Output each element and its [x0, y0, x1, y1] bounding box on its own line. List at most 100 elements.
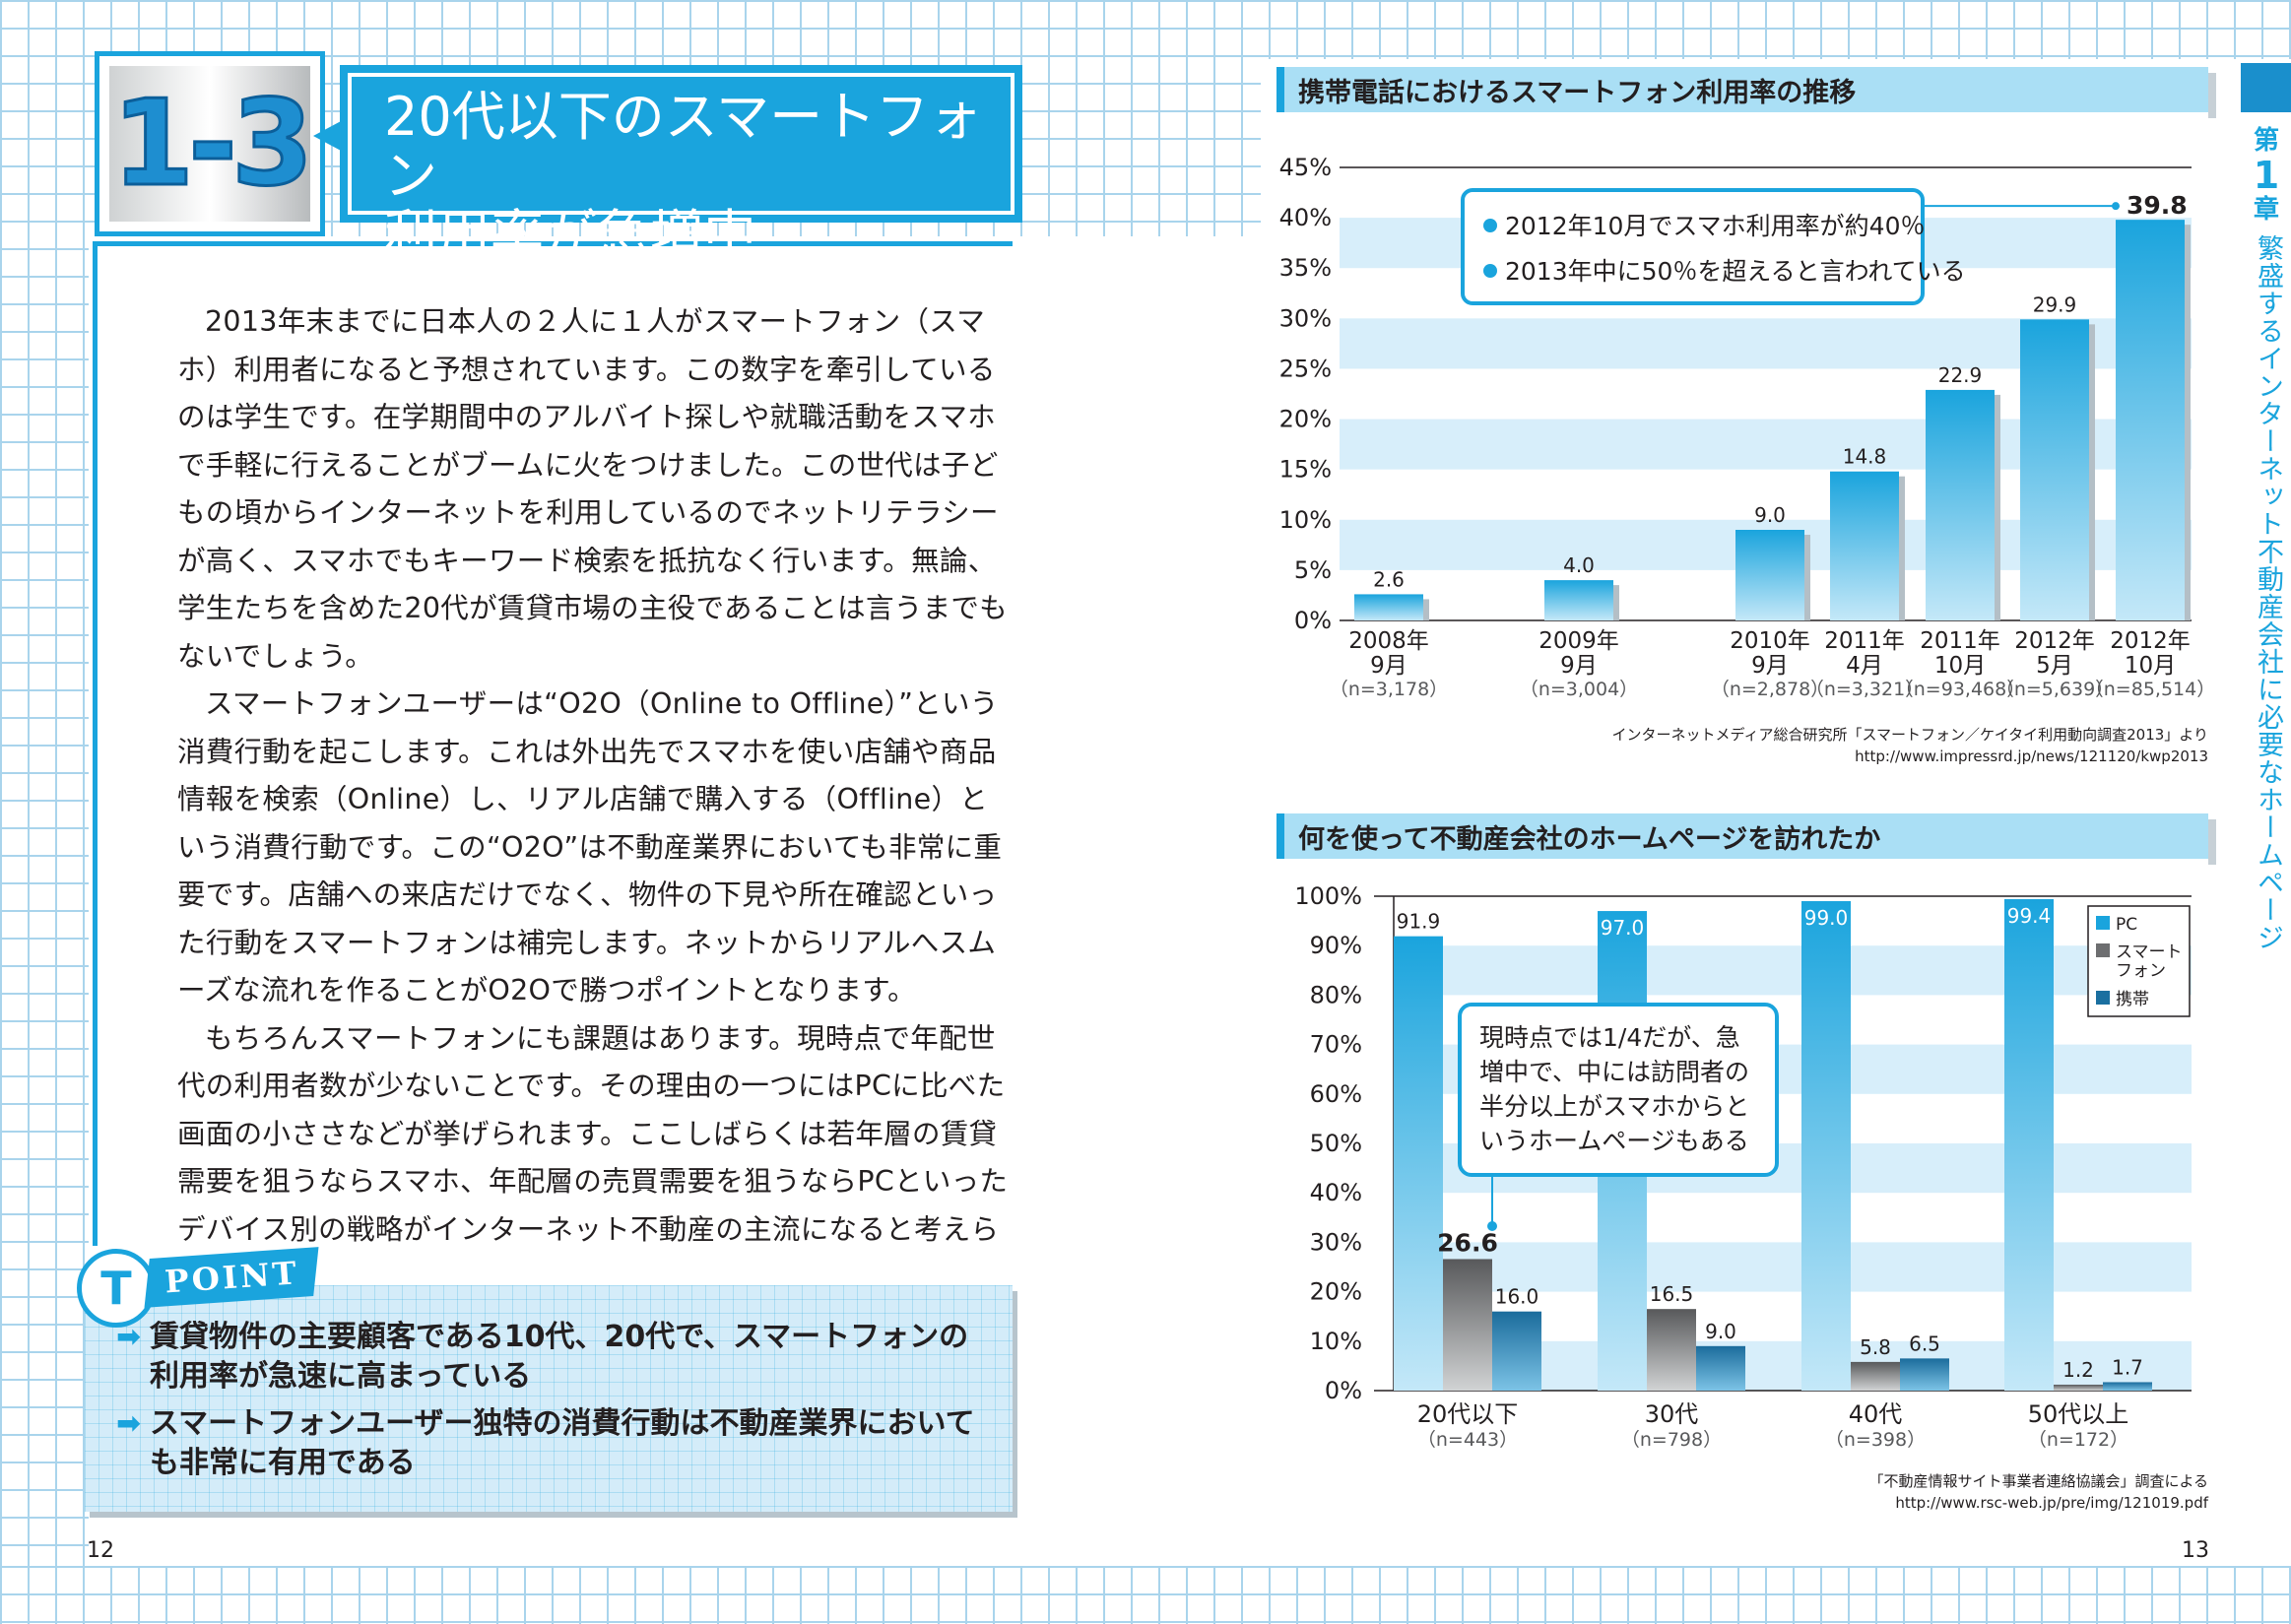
chart2-value-label: 97.0 [1601, 916, 1645, 940]
chart2-bar [1492, 1311, 1541, 1391]
chart2-bar [1394, 936, 1443, 1391]
chart2-ytick: 100% [1294, 882, 1362, 910]
chart2-xtick-n: （n=172） [2028, 1429, 2128, 1451]
chart2-legend-label: スマート [2116, 942, 2183, 962]
chart1-xtick-n: （n=2,878） [1711, 679, 1829, 700]
chart1-value-label: 2.6 [1373, 567, 1405, 591]
chart1-ytick: 25% [1279, 355, 1332, 382]
chart2-callout-box [1458, 1003, 1779, 1177]
chart2-ytick: 10% [1310, 1328, 1362, 1355]
chart1-xtick: 9月 [1370, 653, 1407, 679]
chart1-xtick: 9月 [1560, 653, 1598, 679]
chart2-source: 「不動産情報サイト事業者連絡協議会」調査による http://www.rsc-w… [1868, 1472, 2208, 1512]
chart2-legend-label: 携帯 [2116, 990, 2149, 1009]
chart1-svg: 0%5%10%15%20%25%30%35%40%45%2.62008年9月（n… [1279, 154, 2216, 700]
paragraph: もちろんスマートフォンにも課題はあります。現時点で年配世代の利用者数が少ないこと… [177, 1021, 1009, 1294]
chart1-value-label: 4.0 [1563, 553, 1595, 577]
chart2-xtick-n: （n=443） [1417, 1429, 1518, 1451]
chart1-callout-box [1461, 188, 1925, 305]
chart2-value-label: 99.4 [2007, 904, 2052, 928]
chart2-ytick: 80% [1310, 981, 1362, 1008]
chart1-bar [1830, 471, 1899, 620]
chart1-xtick-n: （n=85,514） [2085, 679, 2215, 700]
chart1-xtick-n: （n=3,004） [1520, 679, 1638, 700]
chart2-value-label: 16.5 [1650, 1282, 1694, 1306]
chart1-xtick: 2012年 [2014, 628, 2095, 654]
chart2-xtick: 50代以上 [2028, 1400, 2129, 1428]
chart2-xtick: 40代 [1849, 1400, 1903, 1428]
chart1-bar-shadow [1899, 476, 1905, 620]
chart2-bar [2054, 1384, 2103, 1391]
chart2-callout-text: いうホームページもある [1479, 1127, 1749, 1155]
chart2-bar [1851, 1361, 1900, 1391]
chart2-legend-label: PC [2116, 915, 2137, 935]
chart1-callout-text: 2012年10月でスマホ利用率が約40％ [1505, 212, 1926, 240]
chart1-title: 携帯電話におけるスマートフォン利用率の推移 [1298, 77, 1857, 108]
chart1-bar [1354, 594, 1423, 620]
arrow-right-icon: ➡ [116, 1320, 142, 1354]
paragraph: スマートフォンユーザーは“O2O（Online to Offline）”という消… [177, 687, 1003, 1007]
chart1-xtick: 2008年 [1348, 628, 1429, 654]
chart1-bar-shadow [1423, 599, 1429, 620]
chart2-value-label: 16.0 [1495, 1285, 1539, 1309]
heading-rule-horizontal [93, 241, 1013, 246]
chart2-title: 何を使って不動産会社のホームページを訪れたか [1298, 823, 1881, 855]
chart2-xtick: 20代以下 [1417, 1400, 1519, 1428]
section-number-box: 1-3 [95, 51, 325, 236]
chart2-title-bar: 何を使って不動産会社のホームページを訪れたか [1276, 813, 2216, 865]
point-list: ➡ 賃貸物件の主要顧客である10代、20代で、スマートフォンの利用率が急速に高まっ… [116, 1318, 993, 1491]
chart2-value-label: 5.8 [1860, 1335, 1891, 1359]
chart1-xtick: 5月 [2036, 653, 2073, 679]
chart2-ytick: 20% [1310, 1278, 1362, 1306]
title-box: 20代以下のスマートフォン 利用率が急増中 [340, 65, 1022, 265]
chart2-ytick: 40% [1310, 1179, 1362, 1206]
chart2-ytick: 30% [1310, 1228, 1362, 1256]
chart1-bar [2116, 220, 2185, 620]
chart1-bar-shadow [1804, 535, 1810, 620]
bullet-icon [1483, 264, 1497, 278]
grid-background-left [0, 0, 89, 1624]
chart2-callout-text: 現時点では1/4だが、急 [1479, 1023, 1740, 1052]
chart2-svg: 0% 10% 20% 30% 40% 50% 60% 70% 80% 90% 100% 91.9 26.… [1294, 882, 2192, 1451]
chart2-ytick: 60% [1310, 1080, 1362, 1108]
chart1-xtick: 10月 [1934, 653, 1986, 679]
chart1-bar-shadow [1995, 394, 2000, 620]
chart2-legend-swatch [2096, 991, 2110, 1005]
point-badge-icon: T [77, 1249, 156, 1328]
chart1-bar [1735, 530, 1804, 620]
chapter-side-tab [2241, 59, 2291, 1566]
chapter-tab-marker [2241, 63, 2291, 112]
chart2-callout-dot [1487, 1221, 1497, 1231]
chart1-xtick-n: （n=3,178） [1330, 679, 1448, 700]
arrow-right-icon: ➡ [116, 1406, 142, 1441]
chart1-source: インターネットメディア総合研究所「スマートフォン／ケイタイ利用動向調査2013」… [1611, 726, 2208, 765]
chart1-ytick: 5% [1294, 556, 1332, 584]
chart2-bar [1900, 1358, 1949, 1391]
point-item: ➡ スマートフォンユーザー独特の消費行動は不動産業界においても非常に有用である [116, 1406, 975, 1480]
chart1-xtick: 2012年 [2110, 628, 2191, 654]
body-text: 2013年末までに日本人の２人に１人がスマートフォン（スマホ）利用者になると予想… [177, 298, 1015, 1302]
chart2-bar [1647, 1309, 1696, 1391]
chart1-ytick: 35% [1279, 254, 1332, 282]
point-item: ➡ 賃貸物件の主要顧客である10代、20代で、スマートフォンの利用率が急速に高まっ… [116, 1320, 969, 1394]
chart1-ytick: 0% [1294, 607, 1332, 634]
chart1-xtick: 4月 [1846, 653, 1883, 679]
chart2-callout-text: 増中で、中には訪問者の [1479, 1058, 1749, 1086]
heading-rule-vertical [93, 241, 98, 1246]
chart2-ytick: 50% [1310, 1130, 1362, 1157]
chart1-ytick: 30% [1279, 304, 1332, 332]
chart2-ytick: 90% [1310, 932, 1362, 959]
chart2-legend-swatch [2096, 916, 2110, 930]
title-line-1: 20代以下のスマートフォン [384, 86, 983, 207]
chart2-bar [1801, 901, 1851, 1391]
section-number: 1-3 [110, 74, 315, 214]
chart2-ytick: 70% [1310, 1031, 1362, 1059]
chart1-xtick: 2010年 [1730, 628, 1810, 654]
chart2-xtick-n: （n=798） [1621, 1429, 1722, 1451]
chart1-value-label: 39.8 [2127, 191, 2188, 220]
chart2-callout-text: 半分以上がスマホからと [1479, 1092, 1749, 1121]
grid-background-bottom [0, 1566, 2291, 1624]
chart1-bar [2020, 319, 2089, 620]
chart1-ytick: 20% [1279, 406, 1332, 433]
chart2-bar [2103, 1382, 2152, 1391]
